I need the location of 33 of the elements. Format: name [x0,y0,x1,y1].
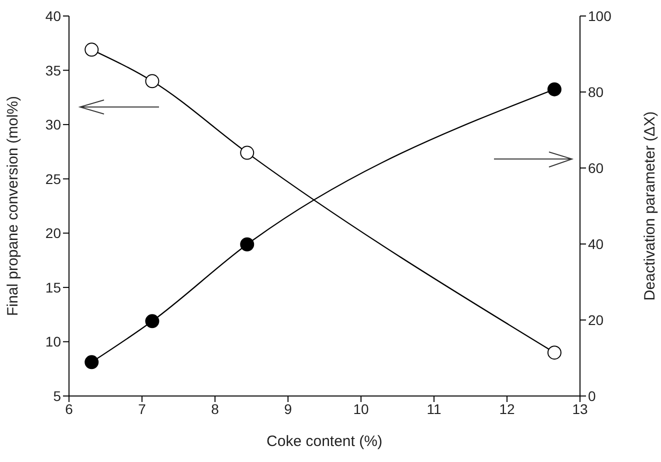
y-tick-label: 25 [45,170,62,187]
y2-tick-label: 20 [588,312,604,328]
y-tick-label: 30 [45,116,62,133]
x-tick-label: 9 [284,400,292,417]
point [240,237,254,252]
point [84,355,99,370]
y2-tick-label: 40 [588,236,604,252]
x-tick-label: 13 [572,400,588,417]
y2-tick-label: 60 [588,160,604,176]
point [145,74,160,88]
y-axis-title: Final propane conversion (mol%) [4,96,22,316]
point [84,42,99,57]
y2-tick-label: 0 [588,388,596,404]
x-tick-label: 11 [426,400,442,417]
x-axis-title: Coke content (%) [266,433,382,450]
point [145,314,160,328]
y2-axis-title: Deactivation parameter (ΔX) [641,111,658,301]
x-tick-label: 12 [499,400,515,417]
y-tick-label: 40 [45,8,62,24]
point [547,82,562,96]
x-tick-label: 7 [138,400,146,417]
y-tick-label: 5 [53,388,62,404]
y2-tick-label: 100 [588,8,612,24]
y-tick-label: 35 [45,62,62,78]
y2-tick-label: 80 [588,84,604,100]
x-tick-label: 10 [353,400,369,417]
y-tick-label: 15 [45,279,62,296]
x-tick-label: 6 [65,400,74,417]
point [547,346,562,360]
y-tick-label: 10 [45,334,62,350]
y-tick-label: 20 [45,225,62,242]
x-tick-label: 8 [211,400,220,417]
point [240,146,254,160]
